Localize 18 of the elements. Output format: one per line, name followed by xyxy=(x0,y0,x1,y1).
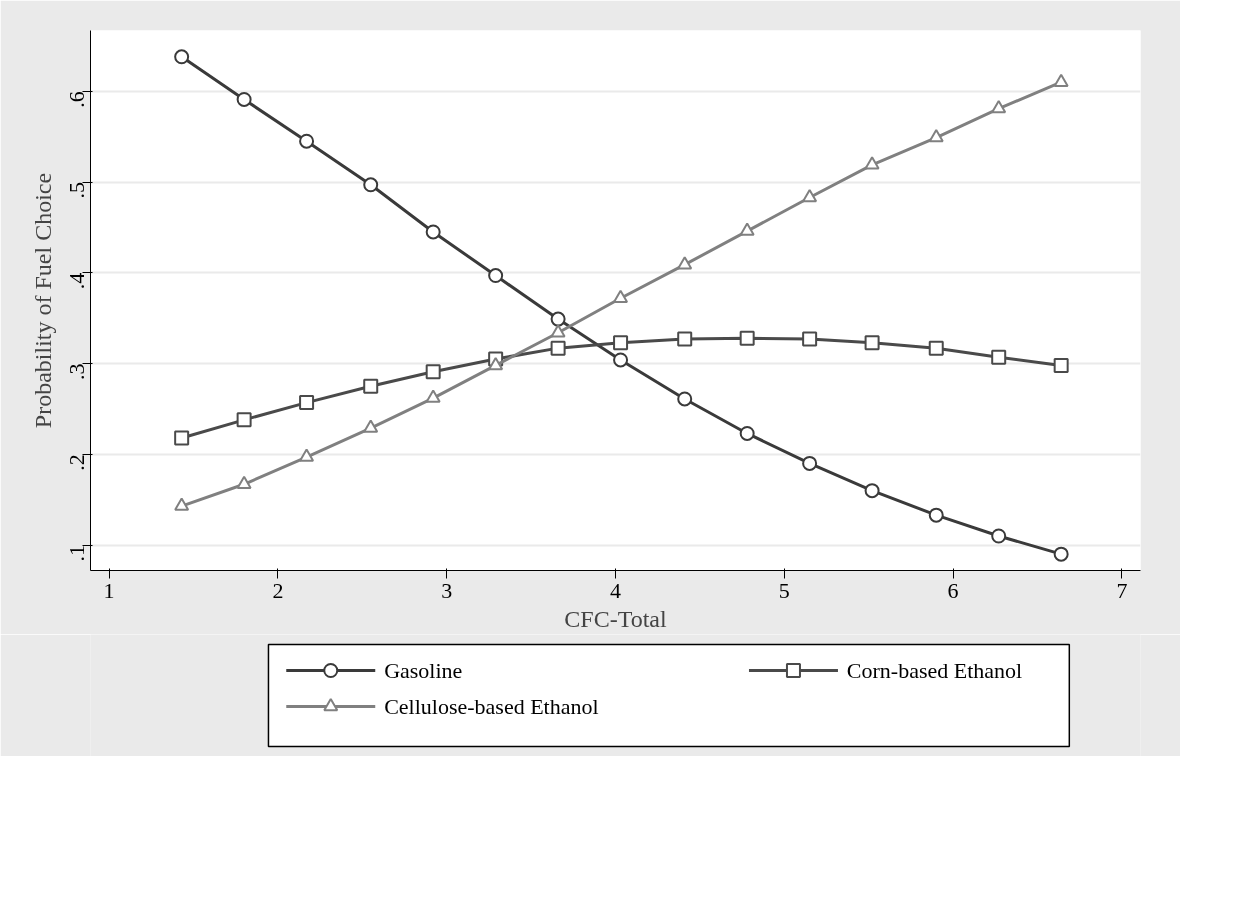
y-tick-label: .6 xyxy=(64,91,90,108)
x-tick-label: 3 xyxy=(441,577,453,603)
y-axis-title: Probability of Fuel Choice xyxy=(29,172,56,429)
x-tick-label: 4 xyxy=(610,577,621,603)
x-axis-title: CFC-Total xyxy=(564,605,667,632)
y-tick-label: .4 xyxy=(64,272,90,290)
x-tick-label: 7 xyxy=(1116,577,1128,603)
legend-label: Corn-based Ethanol xyxy=(846,658,1023,683)
y-tick-label: .1 xyxy=(64,545,90,562)
y-tick-label: .3 xyxy=(64,363,90,381)
x-tick-label: 1 xyxy=(103,577,115,603)
x-tick-label: 6 xyxy=(947,577,959,603)
y-tick-label: .2 xyxy=(64,454,90,471)
legend-label: Gasoline xyxy=(384,658,463,683)
x-tick-label: 5 xyxy=(778,577,790,603)
y-tick-label: .5 xyxy=(64,182,90,199)
legend-label: Cellulose-based Ethanol xyxy=(384,694,599,719)
x-tick-label: 2 xyxy=(272,577,284,603)
